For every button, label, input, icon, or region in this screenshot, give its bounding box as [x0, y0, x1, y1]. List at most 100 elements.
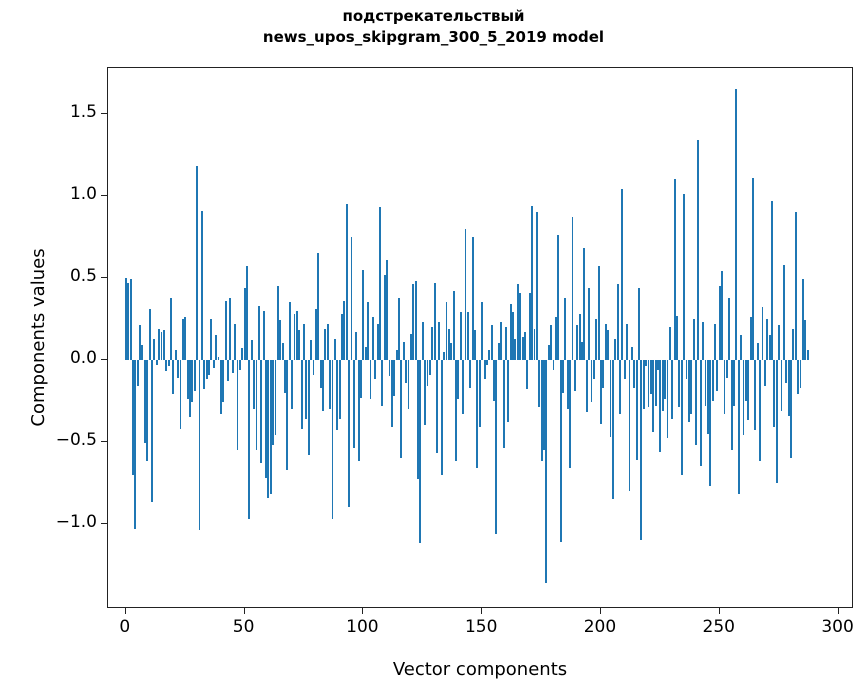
bar [210, 318, 213, 360]
bar [143, 359, 146, 444]
bar [229, 297, 232, 360]
bar [367, 302, 370, 360]
bar [303, 323, 305, 360]
bar [640, 359, 643, 541]
bar [331, 359, 334, 519]
bar [438, 322, 441, 360]
bar [179, 359, 182, 429]
bar [604, 323, 607, 360]
bar [250, 340, 253, 360]
bar [455, 359, 457, 462]
bar [721, 271, 724, 360]
bar [531, 205, 534, 360]
bar [747, 359, 750, 421]
bar [186, 359, 189, 400]
bar [768, 335, 771, 360]
bar [533, 328, 536, 360]
bar [664, 359, 667, 400]
x-tick-label: 0 [119, 617, 131, 637]
bar [692, 318, 695, 360]
bar [790, 359, 792, 459]
bar [569, 359, 572, 468]
bar [469, 359, 472, 388]
bar [412, 284, 415, 360]
bar [127, 282, 130, 360]
bar [369, 359, 372, 400]
bar [314, 308, 317, 360]
y-tick-mark [101, 194, 107, 196]
bar [621, 189, 624, 360]
bar [635, 359, 638, 460]
bar [780, 359, 783, 411]
bar [374, 359, 377, 380]
bar [524, 331, 526, 360]
bar [756, 343, 759, 360]
bar [661, 359, 664, 411]
bar [260, 359, 263, 464]
bar [386, 259, 389, 360]
bar [600, 359, 602, 424]
bar [474, 330, 476, 360]
y-tick-mark [101, 522, 107, 524]
bar [189, 359, 191, 418]
y-tick-label: 1.0 [69, 183, 97, 204]
bar [687, 359, 690, 423]
bar [723, 359, 726, 414]
bar [512, 312, 514, 360]
bar [267, 359, 270, 498]
bar [222, 359, 225, 403]
bar [623, 359, 626, 380]
bar [262, 310, 265, 360]
bar [754, 359, 757, 431]
bar [740, 335, 743, 360]
bar [293, 313, 296, 360]
bar [566, 359, 569, 409]
bar [160, 331, 163, 360]
bar [371, 317, 374, 360]
bar [737, 359, 740, 495]
bar [459, 312, 462, 360]
chart-title: подстрекательствый news_upos_skipgram_30… [0, 6, 867, 48]
bar [571, 217, 574, 360]
x-tick-mark [124, 608, 126, 614]
bar [409, 333, 412, 360]
bar [212, 359, 215, 368]
bar [775, 359, 778, 483]
y-tick-mark [101, 440, 107, 442]
bar [398, 297, 400, 360]
bar [241, 348, 244, 360]
bar [148, 308, 151, 360]
bar [611, 359, 614, 500]
bar [654, 359, 657, 406]
bar [504, 327, 507, 360]
bar [196, 166, 199, 360]
bar [255, 359, 258, 450]
bar [452, 290, 455, 360]
bar [284, 359, 286, 393]
bar [794, 212, 797, 360]
bar [554, 317, 557, 360]
bar [699, 359, 702, 467]
bar [733, 359, 735, 406]
bar [136, 359, 139, 387]
bar [329, 359, 332, 409]
bar [744, 359, 747, 401]
bar [490, 325, 493, 360]
bar [124, 277, 127, 360]
bar [478, 359, 481, 427]
bar [538, 359, 541, 408]
bar [341, 313, 343, 360]
bar [440, 359, 443, 475]
bar [676, 315, 678, 360]
bar [322, 359, 324, 411]
x-tick-label: 200 [583, 617, 617, 637]
bar [652, 359, 655, 432]
y-tick-label: 0.0 [69, 347, 97, 368]
x-tick-mark [481, 608, 483, 614]
bar [450, 343, 453, 360]
bar [324, 328, 327, 360]
bar [742, 359, 745, 436]
bar [177, 359, 180, 378]
bar [497, 343, 500, 360]
bar [355, 331, 358, 360]
